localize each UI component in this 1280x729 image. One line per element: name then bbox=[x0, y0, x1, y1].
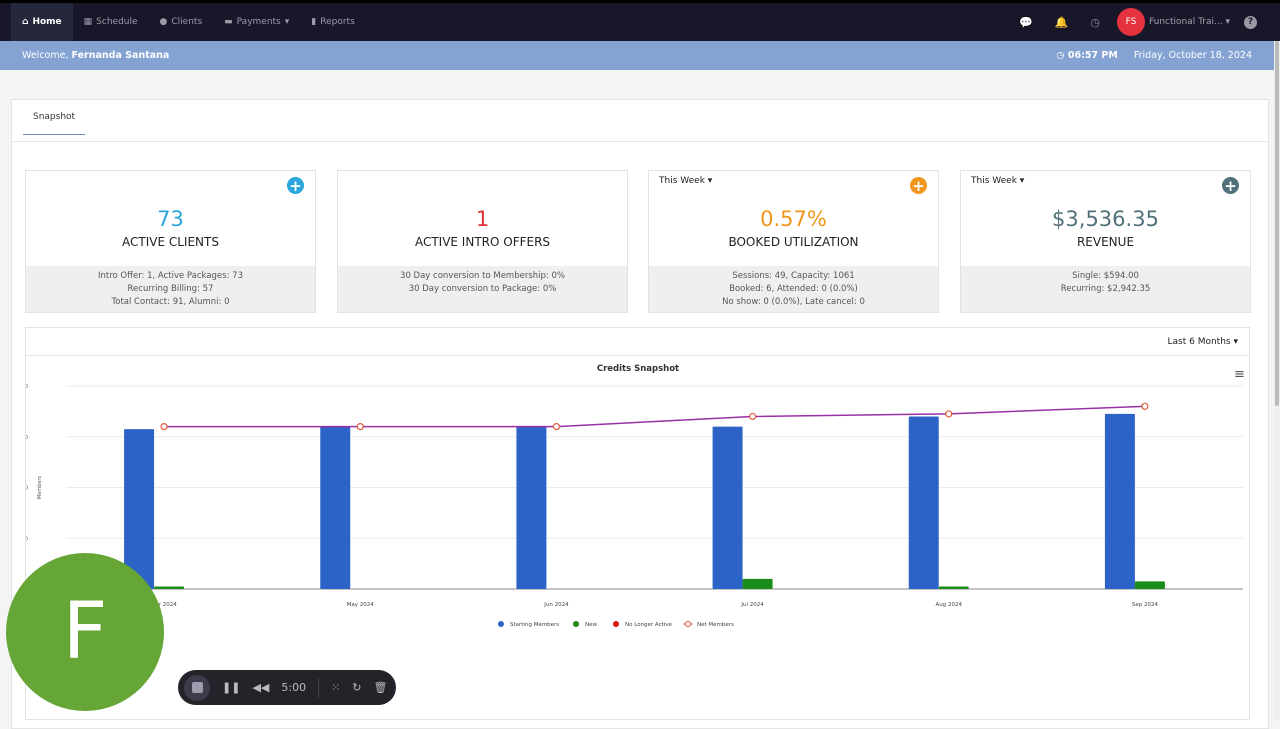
bar-new bbox=[1134, 581, 1165, 589]
nav-clients[interactable]: ● Clients bbox=[159, 17, 203, 27]
legend-marker bbox=[685, 621, 691, 627]
net-members-point bbox=[748, 412, 757, 421]
bar-new bbox=[154, 586, 185, 589]
net-members-point bbox=[1141, 402, 1149, 410]
recording-timer: 5:00 bbox=[281, 681, 307, 694]
clock-icon[interactable]: ◷ bbox=[1090, 15, 1100, 29]
y-tick-label: 20 bbox=[26, 536, 28, 542]
x-tick-label: Apr 2024 bbox=[151, 602, 177, 608]
legend-marker bbox=[498, 621, 504, 627]
y-tick-label: 80 bbox=[26, 384, 28, 390]
add-client-icon[interactable]: + bbox=[287, 177, 304, 195]
stop-button[interactable] bbox=[184, 674, 210, 701]
legend-marker bbox=[613, 621, 619, 627]
card-revenue: This Week ▾ + $3,536.35 REVENUE Single: … bbox=[960, 170, 1251, 313]
nav-payments[interactable]: ▬ Payments ▾ bbox=[224, 17, 290, 27]
presenter-bubble: F bbox=[6, 553, 164, 711]
bell-icon[interactable]: 🔔 bbox=[1054, 15, 1069, 29]
card-label: ACTIVE INTRO OFFERS bbox=[414, 235, 551, 249]
x-tick-label: Jul 2024 bbox=[740, 602, 764, 608]
card-booked-utilization: This Week ▾ + 0.57% BOOKED UTILIZATION S… bbox=[648, 170, 939, 313]
y-tick-label: 60 bbox=[26, 435, 28, 441]
y-tick-label: 40 bbox=[26, 486, 28, 492]
user-name: Fernanda Santana bbox=[71, 50, 170, 61]
bar-starting-members bbox=[124, 429, 155, 589]
top-nav: ⌂ Home ▦ Schedule ● Clients ▬ Payments ▾ ▮ Rep… bbox=[0, 0, 1280, 41]
clock-icon: ◷ bbox=[1056, 50, 1068, 61]
card-label: REVENUE bbox=[1076, 235, 1135, 249]
nav-reports[interactable]: ▮ Reports bbox=[311, 17, 355, 27]
net-members-point bbox=[552, 422, 561, 431]
card-icon: ▬ bbox=[224, 17, 233, 27]
scrollbar[interactable] bbox=[1274, 41, 1280, 720]
bar-chart-icon: ▮ bbox=[311, 17, 317, 27]
legend-marker bbox=[573, 621, 579, 627]
card-label: ACTIVE CLIENTS bbox=[122, 235, 219, 249]
menu-icon[interactable]: ≡ bbox=[1234, 367, 1245, 382]
nav-home[interactable]: ⌂ Home bbox=[11, 3, 73, 41]
period-dropdown[interactable]: This Week ▾ bbox=[659, 176, 713, 186]
nav-schedule[interactable]: ▦ Schedule bbox=[83, 17, 138, 27]
bar-starting-members bbox=[320, 426, 351, 589]
legend-item[interactable]: Net Members bbox=[697, 622, 734, 628]
pause-icon[interactable]: ❚❚ bbox=[222, 681, 241, 694]
bar-new bbox=[938, 586, 969, 589]
card-value: 0.57% bbox=[760, 207, 827, 231]
x-tick-label: May 2024 bbox=[347, 602, 375, 608]
rewind-icon[interactable]: ◀◀ bbox=[252, 681, 270, 694]
chart-title: Credits Snapshot bbox=[597, 364, 679, 374]
grid-icon[interactable]: ⁙ bbox=[331, 681, 341, 694]
net-members-line bbox=[164, 405, 1145, 428]
legend-item[interactable]: No Longer Active bbox=[625, 622, 673, 628]
card-value: 73 bbox=[157, 207, 184, 231]
period-dropdown[interactable]: This Week ▾ bbox=[971, 176, 1025, 186]
bar-starting-members bbox=[712, 426, 743, 589]
calendar-icon: ▦ bbox=[83, 17, 93, 27]
credits-chart: Credits Snapshot ≡ Members 20 40 60 80 Apr 2024… bbox=[26, 364, 1245, 628]
welcome-bar: Welcome, Fernanda Santana ◷ 06:57 PM Frid… bbox=[0, 41, 1274, 70]
card-intro-offers: 1 ACTIVE INTRO OFFERS 30 Day conversion … bbox=[337, 170, 628, 313]
legend-item[interactable]: New bbox=[585, 622, 597, 628]
add-icon[interactable]: + bbox=[1222, 177, 1239, 195]
current-time: 06:57 PM bbox=[1067, 50, 1118, 61]
x-tick-label: Sep 2024 bbox=[1132, 602, 1159, 608]
caret-down-icon: ▾ bbox=[284, 17, 290, 27]
chart-card: Last 6 Months ▾ Credits Snapshot ≡ Members… bbox=[25, 327, 1250, 720]
y-axis-label: Members bbox=[37, 476, 43, 500]
bar-new bbox=[742, 578, 773, 589]
card-label: BOOKED UTILIZATION bbox=[728, 235, 859, 249]
tab-snapshot[interactable]: Snapshot bbox=[23, 100, 86, 135]
add-icon[interactable]: + bbox=[910, 177, 927, 195]
home-icon: ⌂ bbox=[22, 17, 29, 27]
bar-starting-members bbox=[516, 426, 547, 589]
card-value: $3,536.35 bbox=[1052, 207, 1159, 231]
net-members-point bbox=[945, 410, 953, 418]
avatar[interactable]: FS bbox=[1116, 8, 1145, 36]
user-icon: ● bbox=[159, 17, 168, 27]
bar-starting-members bbox=[908, 416, 939, 589]
card-active-clients: + 73 ACTIVE CLIENTS Intro Offer: 1, Acti… bbox=[25, 170, 316, 313]
chat-icon[interactable]: 💬 bbox=[1018, 15, 1033, 29]
account-menu[interactable]: Functional Trai... ▾ bbox=[1148, 17, 1230, 27]
restart-icon[interactable]: ↻ bbox=[352, 681, 362, 694]
net-members-point bbox=[356, 422, 364, 431]
range-dropdown[interactable]: Last 6 Months ▾ bbox=[1167, 337, 1238, 347]
trash-icon[interactable]: 🗑 bbox=[373, 681, 388, 694]
net-members-point bbox=[160, 422, 168, 431]
bar-starting-members bbox=[1104, 413, 1135, 589]
x-tick-label: Jun 2024 bbox=[543, 602, 569, 608]
recorder-toolbar: ❚❚ ◀◀ 5:00 ⁙ ↻ 🗑 bbox=[178, 670, 396, 705]
legend-item[interactable]: Starting Members bbox=[510, 622, 559, 628]
current-date: Friday, October 18, 2024 bbox=[1133, 50, 1252, 61]
help-icon[interactable]: ? bbox=[1244, 15, 1257, 29]
x-tick-label: Aug 2024 bbox=[936, 602, 963, 608]
card-value: 1 bbox=[475, 207, 490, 231]
